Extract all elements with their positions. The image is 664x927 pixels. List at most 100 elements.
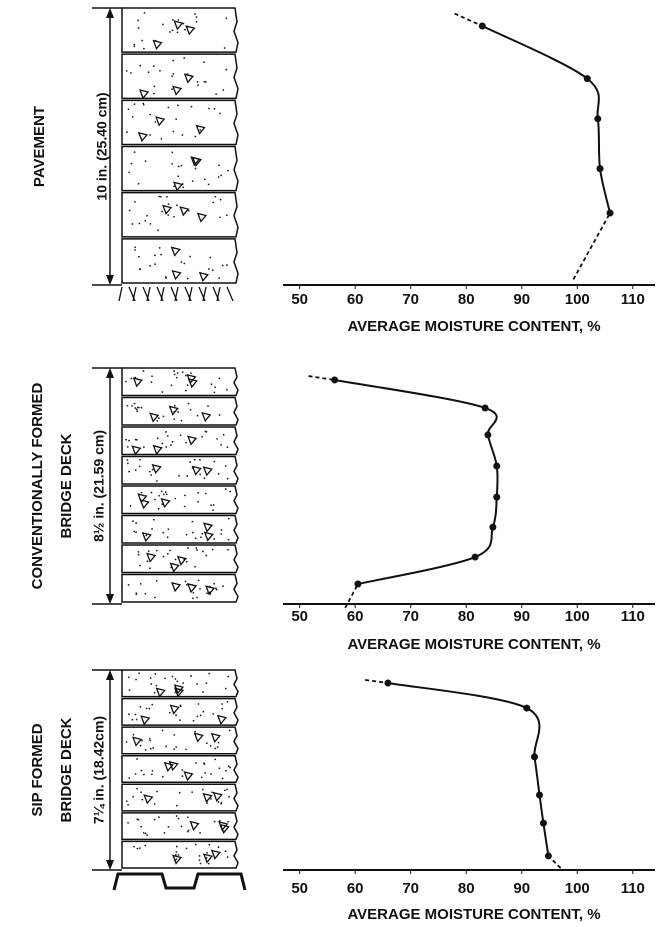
aggregate xyxy=(216,714,228,725)
aggregate-dot xyxy=(148,470,151,473)
aggregate-dot xyxy=(171,440,174,443)
aggregate-dot xyxy=(192,597,194,600)
aggregate-dot xyxy=(152,65,155,68)
aggregate-dot xyxy=(149,134,152,136)
aggregate-dot xyxy=(137,182,140,185)
panel-title: BRIDGE DECK xyxy=(58,717,75,822)
aggregate-dot xyxy=(125,131,128,134)
aggregate-dot xyxy=(211,269,214,272)
aggregate-dot xyxy=(210,797,212,800)
arrow-head xyxy=(106,8,114,18)
aggregate-dot xyxy=(208,672,211,675)
aggregate-dot xyxy=(187,830,189,833)
aggregate-dot xyxy=(215,93,218,96)
aggregate-dot xyxy=(213,820,216,823)
aggregate-dot xyxy=(210,773,212,775)
aggregate xyxy=(210,732,221,744)
extrapolated-segment xyxy=(365,679,389,684)
aggregate-dot xyxy=(171,18,174,21)
aggregate-dot xyxy=(150,491,153,494)
aggregate xyxy=(139,89,150,100)
aggregate-dot xyxy=(154,263,156,266)
aggregate-dot xyxy=(186,384,189,387)
aggregate-dot xyxy=(221,777,224,780)
aggregate-dot xyxy=(205,554,208,557)
concrete-slab xyxy=(121,573,239,603)
aggregate xyxy=(193,732,204,743)
aggregate-dot xyxy=(185,533,188,536)
aggregate-dot xyxy=(194,843,197,846)
concrete-slab xyxy=(121,426,239,456)
aggregate-dot xyxy=(196,549,198,551)
aggregate xyxy=(155,687,166,698)
aggregate-dot xyxy=(177,175,180,178)
aggregate-dot xyxy=(138,465,141,468)
soil-hatch xyxy=(146,286,151,302)
aggregate-dot xyxy=(155,549,158,552)
aggregate-dot xyxy=(167,528,170,531)
aggregate-dot xyxy=(133,45,136,48)
aggregate-dot xyxy=(139,582,142,585)
arrow-head xyxy=(106,275,114,285)
aggregate-dot xyxy=(140,791,142,794)
aggregate-dot xyxy=(153,802,156,805)
aggregate-dot xyxy=(175,746,178,748)
aggregate xyxy=(171,581,182,593)
aggregate-dot xyxy=(199,714,202,717)
data-point xyxy=(489,523,497,531)
aggregate-dot xyxy=(178,791,181,794)
aggregate-dot xyxy=(181,371,184,374)
aggregate-dot xyxy=(226,446,229,449)
aggregate-dot xyxy=(194,565,196,568)
aggregate-dot xyxy=(125,69,128,72)
aggregate-dot xyxy=(140,825,143,828)
aggregate-dot xyxy=(127,583,130,586)
aggregate xyxy=(146,552,157,563)
aggregate-dot xyxy=(177,817,180,820)
aggregate-dot xyxy=(144,160,147,163)
aggregate-dot xyxy=(214,747,217,750)
aggregate-dot xyxy=(137,27,140,29)
aggregate-dot xyxy=(197,500,199,503)
aggregate-dot xyxy=(185,441,188,444)
aggregate-dot xyxy=(206,592,208,595)
aggregate-dot xyxy=(150,683,153,686)
aggregate-dot xyxy=(209,256,212,259)
aggregate xyxy=(149,412,160,423)
aggregate-dot xyxy=(170,444,172,446)
aggregate-dot xyxy=(176,680,179,683)
aggregate-dot xyxy=(187,402,190,405)
aggregate-dot xyxy=(149,113,152,116)
aggregate-dot xyxy=(127,676,130,679)
aggregate-dot xyxy=(205,682,208,685)
aggregate xyxy=(171,269,182,281)
aggregate-dot xyxy=(196,596,198,599)
aggregate-dot xyxy=(203,80,206,83)
aggregate xyxy=(168,760,179,772)
aggregate-dot xyxy=(224,687,227,690)
aggregate-dot xyxy=(128,171,130,174)
concrete-slab xyxy=(121,514,239,544)
aggregate-dot xyxy=(207,183,210,186)
x-axis-label: AVERAGE MOISTURE CONTENT, % xyxy=(347,318,600,335)
aggregate-dot xyxy=(227,548,230,551)
aggregate-dot xyxy=(125,800,128,803)
aggregate xyxy=(202,792,213,803)
concrete-slab xyxy=(121,840,239,869)
aggregate-dot xyxy=(167,826,170,828)
aggregate-dot xyxy=(141,739,143,742)
aggregate-dot xyxy=(177,165,180,168)
aggregate-dot xyxy=(133,103,136,106)
aggregate-dot xyxy=(189,461,192,463)
extrapolated-segment xyxy=(308,375,335,381)
aggregate xyxy=(183,73,195,84)
aggregate-dot xyxy=(139,64,142,67)
arrow-head xyxy=(106,860,114,870)
aggregate-dot xyxy=(156,790,158,793)
aggregate-dot xyxy=(229,766,232,769)
aggregate-dot xyxy=(157,507,160,510)
x-tick-label: 70 xyxy=(402,880,419,897)
concrete-slab xyxy=(121,697,239,726)
aggregate xyxy=(140,715,151,726)
aggregate-dot xyxy=(177,19,180,21)
